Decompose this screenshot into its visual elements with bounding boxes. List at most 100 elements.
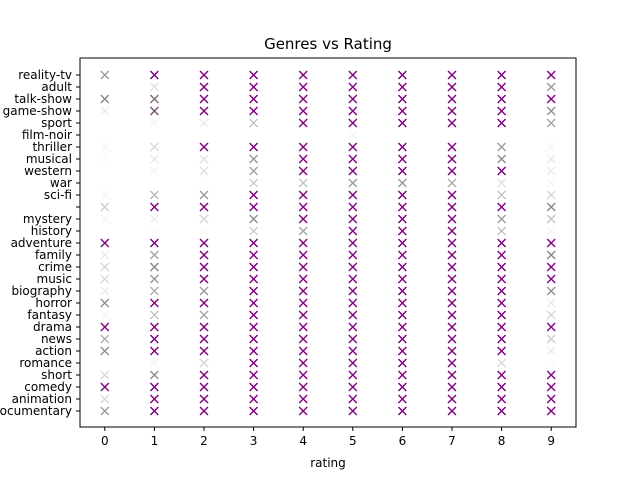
- scatter-point: [100, 214, 110, 224]
- scatter-point: [100, 394, 110, 404]
- scatter-point: [348, 238, 358, 248]
- y-tick-label: adventure: [11, 236, 72, 250]
- scatter-point: [397, 106, 407, 116]
- scatter-point: [497, 322, 507, 332]
- scatter-point: [497, 178, 507, 188]
- scatter-point: [546, 142, 556, 152]
- scatter-point: [348, 142, 358, 152]
- scatter-point: [397, 226, 407, 236]
- scatter-point: [447, 310, 457, 320]
- scatter-point: [249, 274, 259, 284]
- scatter-point: [298, 298, 308, 308]
- scatter-point: [497, 298, 507, 308]
- scatter-point: [447, 166, 457, 176]
- scatter-point: [447, 190, 457, 200]
- scatter-point: [249, 286, 259, 296]
- scatter-point: [497, 382, 507, 392]
- scatter-point: [199, 370, 209, 380]
- scatter-point: [298, 370, 308, 380]
- x-tick-label: 9: [547, 434, 555, 448]
- scatter-point: [546, 346, 556, 356]
- scatter-point: [199, 394, 209, 404]
- scatter-point: [199, 118, 209, 128]
- x-tick-label: 6: [399, 434, 407, 448]
- scatter-point: [100, 190, 110, 200]
- scatter-point: [149, 166, 159, 176]
- scatter-point: [447, 394, 457, 404]
- scatter-point: [249, 70, 259, 80]
- scatter-point: [298, 214, 308, 224]
- y-tick-label: drama: [33, 320, 72, 334]
- scatter-point: [149, 286, 159, 296]
- scatter-point: [298, 190, 308, 200]
- y-tick-label: biography: [11, 284, 72, 298]
- y-axis: reality-tvadulttalk-showgame-showsportfi…: [0, 68, 80, 418]
- scatter-point: [298, 166, 308, 176]
- scatter-point: [100, 262, 110, 272]
- scatter-point: [249, 298, 259, 308]
- y-tick-label: action: [35, 344, 72, 358]
- scatter-point: [298, 250, 308, 260]
- scatter-point: [348, 298, 358, 308]
- scatter-point: [447, 370, 457, 380]
- scatter-point: [397, 142, 407, 152]
- scatter-point: [149, 226, 159, 236]
- scatter-point: [397, 334, 407, 344]
- y-tick-label: news: [41, 332, 72, 346]
- scatter-point: [348, 274, 358, 284]
- scatter-point: [397, 82, 407, 92]
- scatter-point: [249, 82, 259, 92]
- scatter-point: [447, 70, 457, 80]
- scatter-point: [348, 262, 358, 272]
- scatter-point: [348, 106, 358, 116]
- scatter-point: [397, 322, 407, 332]
- scatter-point: [249, 154, 259, 164]
- scatter-point: [149, 106, 159, 116]
- y-tick-label: history: [31, 224, 72, 238]
- scatter-point: [497, 190, 507, 200]
- scatter-point: [546, 190, 556, 200]
- scatter-point: [149, 190, 159, 200]
- scatter-point: [100, 370, 110, 380]
- scatter-point: [249, 202, 259, 212]
- y-tick-label: fantasy: [27, 308, 72, 322]
- scatter-point: [249, 226, 259, 236]
- scatter-point: [447, 178, 457, 188]
- y-tick-label: film-noir: [22, 128, 72, 142]
- scatter-point: [149, 250, 159, 260]
- scatter-point: [199, 310, 209, 320]
- scatter-point: [546, 214, 556, 224]
- scatter-point: [546, 382, 556, 392]
- scatter-point: [100, 202, 110, 212]
- scatter-point: [199, 214, 209, 224]
- scatter-point: [546, 202, 556, 212]
- scatter-point: [447, 346, 457, 356]
- y-tick-label: horror: [35, 296, 72, 310]
- scatter-point: [546, 406, 556, 416]
- scatter-point: [199, 106, 209, 116]
- scatter-point: [100, 406, 110, 416]
- scatter-point: [397, 382, 407, 392]
- scatter-point: [397, 94, 407, 104]
- scatter-point: [447, 334, 457, 344]
- scatter-point: [298, 142, 308, 152]
- scatter-point: [546, 166, 556, 176]
- scatter-point: [447, 274, 457, 284]
- scatter-point: [348, 130, 358, 140]
- scatter-point: [348, 118, 358, 128]
- y-tick-label: game-show: [3, 104, 73, 118]
- scatter-point: [546, 370, 556, 380]
- scatter-point: [497, 214, 507, 224]
- scatter-point: [149, 370, 159, 380]
- scatter-point: [447, 250, 457, 260]
- scatter-point: [397, 394, 407, 404]
- scatter-point: [348, 166, 358, 176]
- scatter-point: [149, 118, 159, 128]
- scatter-point: [199, 178, 209, 188]
- scatter-point: [348, 286, 358, 296]
- scatter-point: [298, 94, 308, 104]
- scatter-point: [497, 226, 507, 236]
- scatter-point: [348, 154, 358, 164]
- scatter-point: [447, 238, 457, 248]
